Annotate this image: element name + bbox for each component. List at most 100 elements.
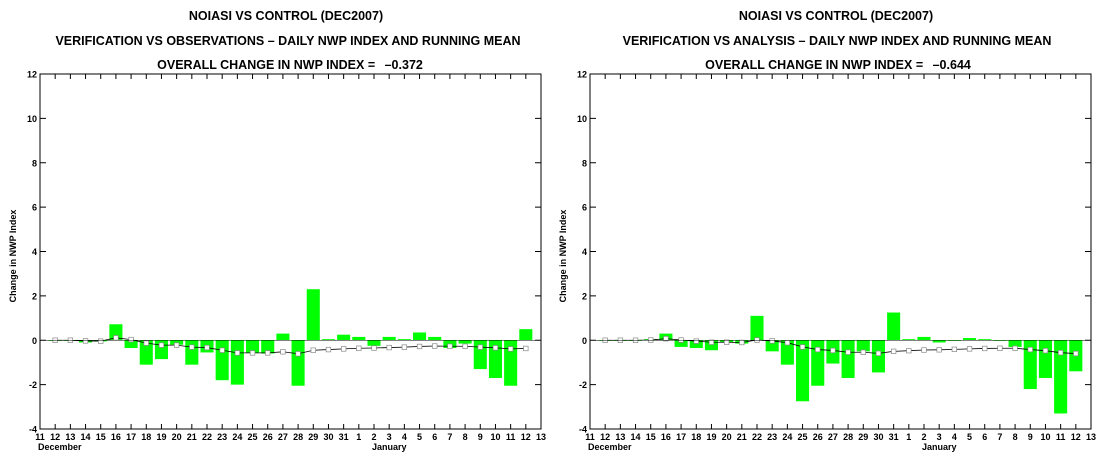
- x-tick-label: 9: [478, 432, 483, 442]
- bar: [796, 340, 810, 402]
- bar: [917, 336, 931, 341]
- bar: [352, 336, 366, 341]
- running-mean-marker: [386, 344, 392, 351]
- running-mean-marker: [492, 345, 499, 351]
- bar: [871, 340, 885, 373]
- overall-change-label: OVERALL CHANGE IN NWP INDEX =: [705, 58, 926, 72]
- running-mean-marker: [769, 338, 775, 344]
- x-tick-label: 29: [308, 432, 318, 442]
- x-tick-label: 12: [521, 432, 531, 442]
- x-tick-label: 1: [356, 432, 361, 442]
- x-tick-label: 7: [447, 432, 452, 442]
- running-mean-marker: [723, 339, 730, 345]
- bar: [519, 329, 533, 341]
- bar: [887, 312, 901, 341]
- y-tick-label: 10: [577, 114, 587, 124]
- running-mean-marker: [523, 345, 529, 352]
- y-tick-label: 2: [32, 291, 37, 301]
- x-tick-label: 3: [387, 432, 392, 442]
- x-tick-label: 11: [585, 432, 595, 442]
- plot-frame: [39, 73, 542, 430]
- bar: [674, 340, 688, 347]
- y-tick-label: 10: [27, 114, 37, 124]
- running-mean-marker: [799, 344, 806, 350]
- running-mean-marker: [204, 344, 210, 351]
- running-mean-marker: [265, 350, 271, 356]
- overall-change-value: –0.644: [933, 58, 971, 72]
- running-mean-marker: [860, 349, 866, 355]
- chart-subtitle: VERIFICATION VS OBSERVATIONS – DAILY NWP…: [55, 34, 520, 48]
- x-tick-label: 26: [813, 432, 823, 442]
- x-tick-label: 11: [506, 432, 516, 442]
- x-tick-label: 14: [631, 432, 641, 442]
- x-tick-label: 24: [232, 432, 242, 442]
- bar: [276, 333, 290, 341]
- bar: [504, 340, 518, 386]
- running-mean-marker: [784, 340, 791, 346]
- running-mean-marker: [416, 343, 423, 350]
- y-tick-label: 8: [582, 158, 587, 168]
- x-tick-label: 8: [463, 432, 468, 442]
- x-tick-label: 7: [997, 432, 1002, 442]
- x-tick-label: 2: [371, 432, 376, 442]
- x-tick-label: 5: [417, 432, 422, 442]
- bar: [1008, 340, 1022, 347]
- running-mean-marker: [189, 344, 195, 350]
- running-mean-marker: [830, 347, 836, 354]
- y-tick-label: -4: [579, 425, 587, 435]
- x-tick-label: 19: [706, 432, 716, 442]
- x-tick-label: 4: [402, 432, 407, 442]
- x-tick-label: 24: [782, 432, 792, 442]
- x-tick-label: 27: [828, 432, 838, 442]
- bar: [413, 332, 427, 341]
- x-tick-label: 6: [982, 432, 987, 442]
- x-tick-label: 18: [141, 432, 151, 442]
- running-mean-marker: [113, 335, 119, 341]
- x-tick-label: 20: [172, 432, 182, 442]
- x-tick-label: 30: [873, 432, 883, 442]
- y-tick-label: 8: [32, 158, 37, 168]
- running-mean-marker: [447, 343, 453, 349]
- y-tick-label: 6: [582, 203, 587, 213]
- running-mean-marker: [477, 344, 483, 350]
- running-mean-marker: [951, 346, 958, 352]
- x-tick-label: 14: [81, 432, 91, 442]
- y-tick-label: 12: [27, 70, 37, 80]
- bar: [780, 340, 794, 365]
- bar: [306, 289, 320, 341]
- x-tick-label: 15: [646, 432, 656, 442]
- bar: [811, 340, 825, 386]
- running-mean-marker: [708, 339, 715, 345]
- y-axis-label: Change in NWP Index: [558, 210, 568, 303]
- x-tick-label: 16: [661, 432, 671, 442]
- bar: [109, 324, 123, 341]
- x-tick-label: 2: [921, 432, 926, 442]
- x-tick-label: 8: [1013, 432, 1018, 442]
- running-mean-marker: [1012, 345, 1018, 351]
- chart-panel-left: NOIASI VS CONTROL (DEC2007) VERIFICATION…: [0, 0, 549, 455]
- running-mean-marker: [997, 345, 1003, 351]
- running-mean-marker: [507, 346, 514, 352]
- running-mean-marker: [875, 350, 882, 356]
- month-label: January: [922, 442, 957, 452]
- y-tick-label: 4: [32, 247, 37, 257]
- bar: [856, 340, 870, 352]
- running-mean-marker: [1073, 350, 1079, 357]
- bar: [978, 339, 992, 341]
- chart-title: NOIASI VS CONTROL (DEC2007): [739, 9, 933, 23]
- y-tick-label: 0: [32, 336, 37, 346]
- y-tick-label: 12: [577, 70, 587, 80]
- bar: [963, 338, 977, 341]
- running-mean-marker: [82, 338, 89, 344]
- y-tick-label: 4: [582, 247, 587, 257]
- x-tick-label: 16: [111, 432, 121, 442]
- x-tick-label: 11: [1056, 432, 1066, 442]
- overall-change-text: OVERALL CHANGE IN NWP INDEX = –0.644: [705, 58, 971, 72]
- bar: [139, 340, 153, 365]
- x-tick-label: 19: [156, 432, 166, 442]
- bar: [765, 340, 779, 352]
- x-tick-label: 21: [187, 432, 197, 442]
- chart-title: NOIASI VS CONTROL (DEC2007): [189, 9, 383, 23]
- x-tick-label: 13: [536, 432, 546, 442]
- running-mean-marker: [845, 349, 851, 355]
